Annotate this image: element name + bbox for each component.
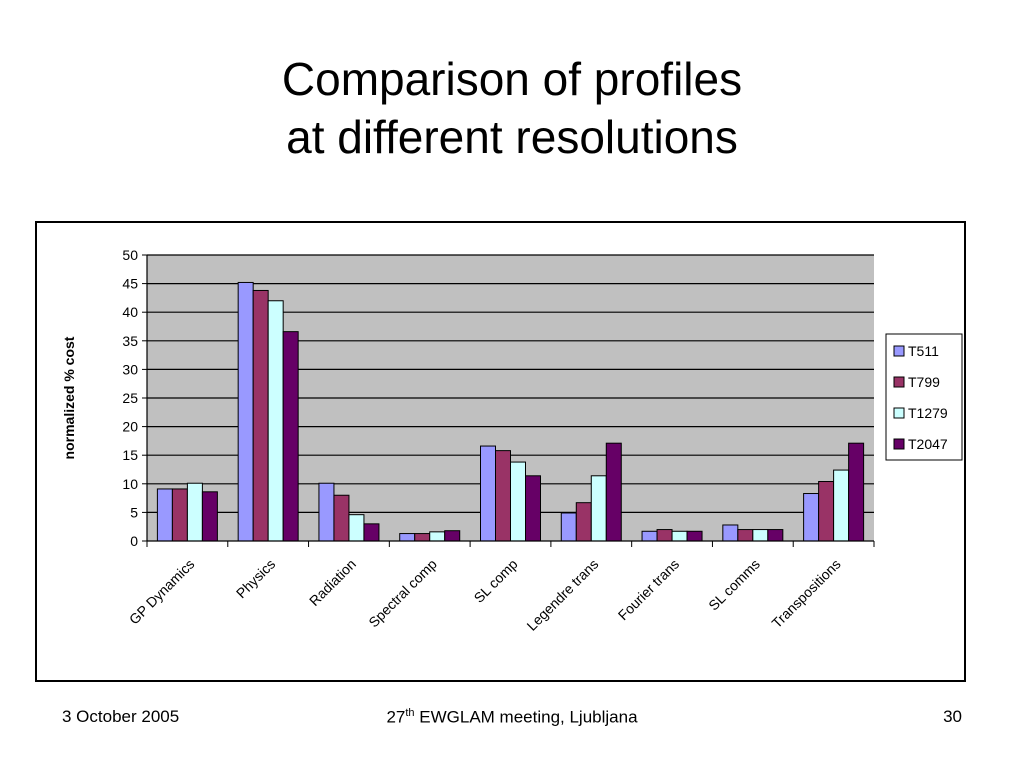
footer-meeting-ordinal: th bbox=[405, 707, 415, 719]
y-axis-title: normalized % cost bbox=[61, 336, 77, 459]
y-tick-label: 50 bbox=[122, 247, 138, 263]
y-tick-label: 15 bbox=[122, 447, 138, 463]
bar-t799-sl-comms bbox=[737, 529, 754, 542]
bar-t511-fourier-trans bbox=[641, 530, 658, 542]
bar-t511-legendre-trans bbox=[560, 512, 577, 542]
bar-t2047-radiation bbox=[363, 523, 380, 542]
x-category-label: Physics bbox=[233, 556, 278, 601]
slide-title-line-2: at different resolutions bbox=[286, 111, 738, 163]
bar-chart: 0 5 10 15 20 25 30 35 40 45 50 GP Dynamics Physics Ra… bbox=[61, 247, 963, 634]
footer-meeting-number: 27 bbox=[386, 707, 406, 727]
legend-swatch bbox=[893, 407, 905, 419]
footer-meeting: 27th EWGLAM meeting, Ljubljana bbox=[0, 707, 1024, 728]
bar-t511-sl-comms bbox=[722, 524, 739, 542]
bar-t2047-sl-comp bbox=[525, 475, 541, 542]
bar-t799-radiation bbox=[333, 494, 350, 542]
bar-t2047-fourier-trans bbox=[686, 530, 703, 542]
y-tick-label: 0 bbox=[130, 533, 138, 549]
legend-swatch bbox=[893, 376, 905, 388]
bar-t1279-gp-dynamics bbox=[186, 482, 203, 542]
x-category-label: SL comms bbox=[705, 556, 763, 614]
y-tick-label: 10 bbox=[122, 476, 138, 492]
bar-t799-legendre-trans bbox=[575, 502, 592, 542]
bar-t1279-physics bbox=[267, 300, 284, 542]
footer-page-number: 30 bbox=[943, 707, 962, 726]
bar-t511-radiation bbox=[318, 482, 335, 542]
legend-label: T1279 bbox=[908, 405, 948, 421]
bar-t1279-sl-comms bbox=[752, 529, 769, 542]
y-tick-label: 45 bbox=[122, 276, 138, 292]
y-tick-label: 20 bbox=[122, 419, 138, 435]
slide-title-line-1: Comparison of profiles bbox=[281, 53, 743, 105]
legend-label: T2047 bbox=[908, 436, 948, 452]
footer-meeting-text: EWGLAM meeting, Ljubljana bbox=[414, 707, 638, 727]
bar-t799-transpositions bbox=[818, 481, 835, 542]
chart-frame: 0 5 10 15 20 25 30 35 40 45 50 GP Dynamics Physics Ra… bbox=[35, 221, 966, 682]
x-category-label: Legendre trans bbox=[523, 556, 601, 634]
y-tick-label: 25 bbox=[122, 390, 138, 406]
bar-t2047-gp-dynamics bbox=[201, 491, 218, 542]
bar-t511-spectral-comp bbox=[399, 533, 416, 542]
legend-swatch bbox=[893, 438, 905, 450]
x-category-label: Radiation bbox=[306, 556, 359, 609]
x-category-label: SL comp bbox=[471, 556, 521, 606]
bar-t1279-transpositions bbox=[833, 469, 850, 542]
bar-t511-physics bbox=[237, 281, 254, 542]
legend-swatch bbox=[893, 345, 905, 357]
legend-label: T511 bbox=[908, 343, 939, 359]
bar-t799-physics bbox=[252, 289, 269, 542]
bar-t2047-transpositions bbox=[848, 442, 865, 542]
bar-t1279-fourier-trans bbox=[671, 530, 688, 542]
x-category-label: Transpositions bbox=[768, 556, 843, 631]
y-tick-label: 35 bbox=[122, 333, 138, 349]
bar-t799-fourier-trans bbox=[656, 529, 673, 542]
bar-t511-gp-dynamics bbox=[156, 488, 173, 542]
bar-t511-transpositions bbox=[803, 493, 820, 542]
y-tick-label: 5 bbox=[130, 504, 138, 520]
slide-title: Comparison of profiles at different reso… bbox=[0, 50, 1024, 166]
footer-date: 3 October 2005 bbox=[62, 707, 180, 726]
bar-t1279-radiation bbox=[348, 514, 365, 542]
bar-t511-sl-comp bbox=[480, 445, 496, 542]
bar-t799-sl-comp bbox=[495, 450, 511, 542]
bar-t2047-sl-comms bbox=[767, 529, 784, 542]
x-category-label: Spectral comp bbox=[365, 556, 440, 631]
x-category-label: GP Dynamics bbox=[126, 556, 198, 628]
bar-t799-gp-dynamics bbox=[171, 488, 188, 542]
legend-label: T799 bbox=[908, 374, 940, 390]
bar-t1279-legendre-trans bbox=[590, 475, 607, 542]
y-tick-label: 30 bbox=[122, 361, 138, 377]
bar-t2047-spectral-comp bbox=[444, 530, 461, 542]
bar-t1279-sl-comp bbox=[510, 461, 526, 542]
bar-t2047-physics bbox=[282, 331, 299, 542]
bar-t1279-spectral-comp bbox=[429, 531, 446, 542]
bar-t2047-legendre-trans bbox=[605, 442, 622, 542]
y-tick-label: 40 bbox=[122, 304, 138, 320]
x-category-label: Fourier trans bbox=[615, 556, 682, 623]
bar-t799-spectral-comp bbox=[414, 533, 431, 542]
